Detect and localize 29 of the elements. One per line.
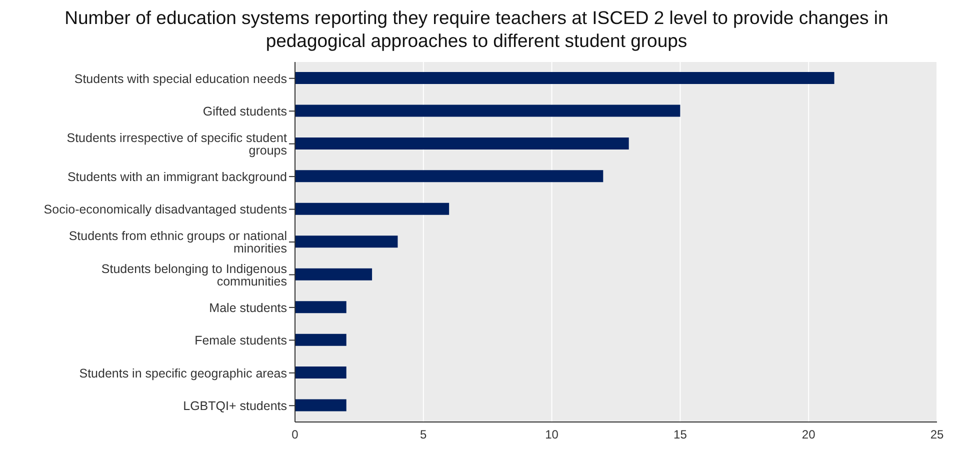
y-tick-label: Students irrespective of specific student groups <box>66 131 288 158</box>
bar <box>295 334 346 346</box>
y-tick-label: Students in specific geographic areas <box>79 366 287 380</box>
bar <box>295 202 450 215</box>
y-tick-label: Gifted students <box>202 104 287 119</box>
bar <box>295 104 680 117</box>
x-tick-label: 0 <box>292 428 299 442</box>
bar <box>295 268 372 280</box>
x-tick-label: 25 <box>930 428 944 442</box>
chart-title: Number of education systems reporting they require teachers at ISCED 2 level to provide changes in pedagogical approaches to different student groups <box>64 6 890 53</box>
x-tick-label: 10 <box>545 428 559 442</box>
bar <box>295 399 346 412</box>
y-tick-label: Students from ethnic groups or national minorities <box>68 229 287 256</box>
x-tick-label: 15 <box>674 428 688 442</box>
bar <box>295 236 398 248</box>
bar <box>295 137 629 150</box>
y-tick-label: Students belonging to Indigenous communities <box>101 262 287 288</box>
y-tick-label: Students with an immigrant background <box>67 170 288 184</box>
y-tick-label: Students with special education needs <box>74 72 287 86</box>
bar <box>295 170 604 182</box>
y-tick-label: Female students <box>194 334 287 348</box>
y-tick-label: Socio-economically disadvantaged students <box>44 202 287 217</box>
x-tick-label: 5 <box>420 428 428 442</box>
y-tick-label: Male students <box>209 300 287 315</box>
bar <box>295 72 834 84</box>
bar <box>295 366 346 379</box>
y-tick-label: LGBTQI+ students <box>183 399 287 414</box>
x-tick-label: 20 <box>802 428 816 442</box>
bar <box>295 301 346 314</box>
